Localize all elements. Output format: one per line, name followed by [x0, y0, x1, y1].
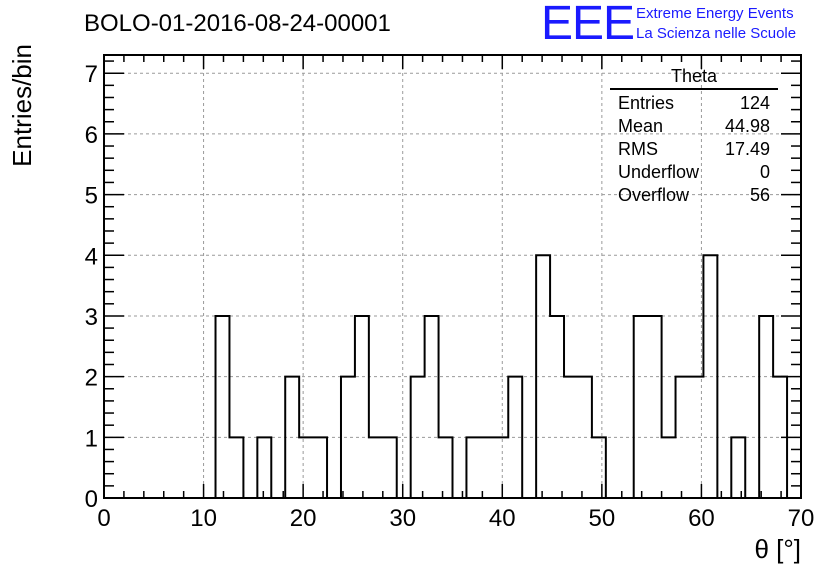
y-tick-label: 5: [85, 183, 98, 210]
y-tick-label: 1: [85, 425, 98, 452]
stats-row-underflow: Underflow 0: [610, 161, 778, 184]
x-tick-label: 20: [290, 505, 317, 532]
logo-line-1: Extreme Energy Events: [636, 5, 794, 22]
eee-logo: EEE: [541, 0, 635, 50]
stats-row-overflow: Overflow 56: [610, 184, 778, 207]
stats-label: Mean: [618, 116, 664, 136]
x-axis-label: θ [°]: [754, 534, 801, 564]
stats-box: Theta Entries 124 Mean 44.98 RMS 17.49 U…: [610, 66, 778, 207]
y-tick-label: 0: [85, 486, 98, 513]
stats-value: 124: [739, 93, 770, 113]
y-axis-label: Entries/bin: [7, 44, 37, 167]
stats-value: 17.49: [724, 139, 770, 159]
y-tick-label: 4: [85, 243, 98, 270]
y-tick-label: 3: [85, 304, 98, 331]
x-tick-label: 60: [688, 505, 715, 532]
x-tick-label: 0: [97, 505, 110, 532]
stats-label: RMS: [618, 139, 658, 159]
stats-row-mean: Mean 44.98: [610, 115, 778, 138]
plot-title: BOLO-01-2016-08-24-00001: [84, 10, 391, 37]
y-tick-label: 2: [85, 365, 98, 392]
plot-frame: [103, 54, 802, 499]
x-tick-label: 40: [489, 505, 516, 532]
stats-label: Overflow: [618, 185, 690, 205]
eee-logo-text: Extreme Energy Events La Scienza nelle S…: [636, 4, 796, 44]
logo-line-2: La Scienza nelle Scuole: [636, 25, 797, 42]
y-tick-label: 7: [85, 61, 98, 88]
stats-title: Theta: [610, 66, 778, 90]
stats-value: 56: [749, 185, 770, 205]
x-tick-label: 30: [389, 505, 416, 532]
stats-value: 0: [759, 162, 770, 182]
x-tick-label: 10: [190, 505, 217, 532]
x-tick-label: 70: [788, 505, 815, 532]
stats-label: Entries: [618, 93, 675, 113]
stats-label: Underflow: [618, 162, 700, 182]
stats-row-entries: Entries 124: [610, 92, 778, 115]
stats-value: 44.98: [724, 116, 770, 136]
stats-row-rms: RMS 17.49: [610, 138, 778, 161]
y-tick-label: 6: [85, 122, 98, 149]
x-tick-label: 50: [589, 505, 616, 532]
